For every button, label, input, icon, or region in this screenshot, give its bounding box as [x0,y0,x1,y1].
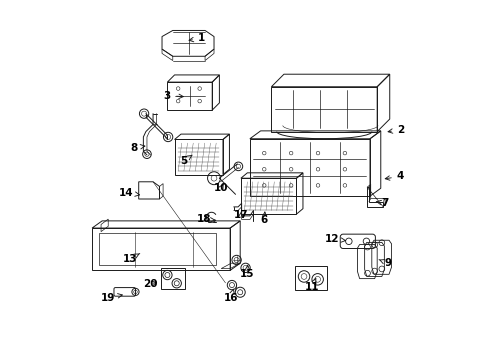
Text: 3: 3 [163,91,183,101]
Text: 17: 17 [233,210,248,220]
Bar [161,268,184,289]
Text: 1: 1 [189,33,204,43]
Text: 16: 16 [223,289,238,303]
Text: 19: 19 [101,293,122,303]
Text: 6: 6 [260,212,267,225]
Text: 20: 20 [143,279,158,289]
Text: 15: 15 [240,265,254,279]
Text: 5: 5 [180,155,192,166]
Text: 14: 14 [119,188,139,198]
Text: 2: 2 [387,125,403,135]
Text: 12: 12 [325,234,345,244]
Text: 18: 18 [197,215,214,224]
Text: 13: 13 [122,253,140,264]
Text: 8: 8 [130,143,144,153]
Text: 11: 11 [304,278,319,292]
Text: 4: 4 [385,171,404,181]
Text: 7: 7 [375,198,388,208]
Text: 9: 9 [378,258,391,268]
Text: 10: 10 [214,183,228,193]
Bar [295,266,326,290]
